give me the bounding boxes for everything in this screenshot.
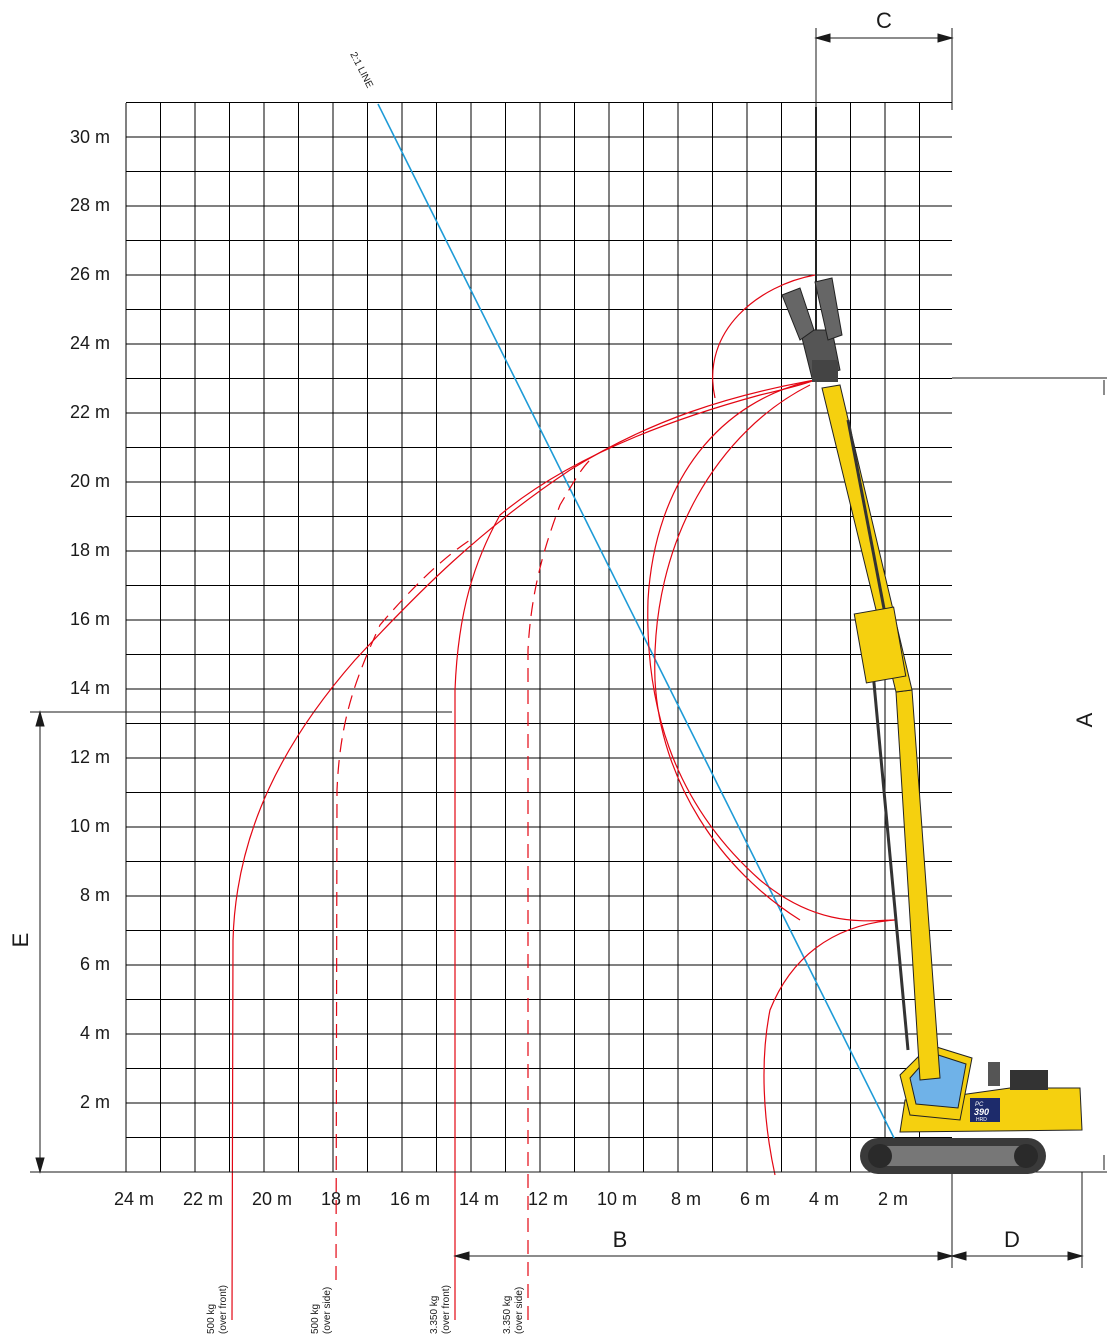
model-badge-suffix: HRD [976,1117,987,1123]
y-tick-8: 8 m [80,885,110,905]
x-tick-14: 14 m [459,1189,499,1209]
dim-c-label: C [876,8,892,33]
caption-500kg-front-weight: 500 kg [206,1304,217,1334]
x-tick-24: 24 m [114,1189,154,1209]
x-tick-12: 12 m [528,1189,568,1209]
y-tick-22: 22 m [70,402,110,422]
crusher-attachment [782,278,842,382]
x-tick-22: 22 m [183,1189,223,1209]
ratio-line-label: 2:1 LINE [347,50,375,90]
x-tick-16: 16 m [390,1189,430,1209]
caption-3350kg-front-weight: 3.350 kg [429,1296,440,1334]
dim-e-label: E [8,933,33,948]
envelope-500kg-front [232,380,815,1320]
ratio-line-2-1: 2:1 LINE [347,50,895,1140]
caption-3350kg-front-mode: (over front) [441,1285,452,1334]
boom-lower [896,690,940,1080]
load-captions: 500 kg (over front) 500 kg (over side) 3… [206,1285,525,1334]
x-tick-10: 10 m [597,1189,637,1209]
reach-envelopes [232,107,895,1320]
caption-3350kg-side-mode: (over side) [514,1287,525,1334]
x-tick-2: 2 m [878,1189,908,1209]
caption-3350kg-side-weight: 3.350 kg [502,1296,513,1334]
y-tick-20: 20 m [70,471,110,491]
model-badge-number: 390 [974,1107,989,1117]
y-axis-labels: 30 m 28 m 26 m 24 m 22 m 20 m 18 m 16 m … [70,127,110,1112]
x-tick-8: 8 m [671,1189,701,1209]
y-tick-28: 28 m [70,195,110,215]
y-tick-4: 4 m [80,1023,110,1043]
caption-500kg-side-mode: (over side) [322,1287,333,1334]
y-tick-14: 14 m [70,678,110,698]
caption-500kg-front-mode: (over front) [218,1285,229,1334]
y-tick-10: 10 m [70,816,110,836]
caption-500kg-side-weight: 500 kg [310,1304,321,1334]
y-tick-24: 24 m [70,333,110,353]
excavator-illustration: PC 390 HRD [782,278,1082,1174]
dim-b-label: B [613,1227,628,1252]
y-tick-12: 12 m [70,747,110,767]
y-tick-18: 18 m [70,540,110,560]
y-tick-6: 6 m [80,954,110,974]
x-axis-labels: 24 m 22 m 20 m 18 m 16 m 14 m 12 m 10 m … [114,1189,908,1209]
x-tick-4: 4 m [809,1189,839,1209]
y-tick-16: 16 m [70,609,110,629]
envelope-3350kg-front [455,380,815,1320]
dim-a-label: A [1072,712,1097,727]
y-tick-2: 2 m [80,1092,110,1112]
y-tick-30: 30 m [70,127,110,147]
y-tick-26: 26 m [70,264,110,284]
x-tick-18: 18 m [321,1189,361,1209]
envelope-500kg-side [336,540,470,1280]
x-tick-20: 20 m [252,1189,292,1209]
dim-d-label: D [1004,1227,1020,1252]
x-tick-6: 6 m [740,1189,770,1209]
grid [126,103,952,1173]
